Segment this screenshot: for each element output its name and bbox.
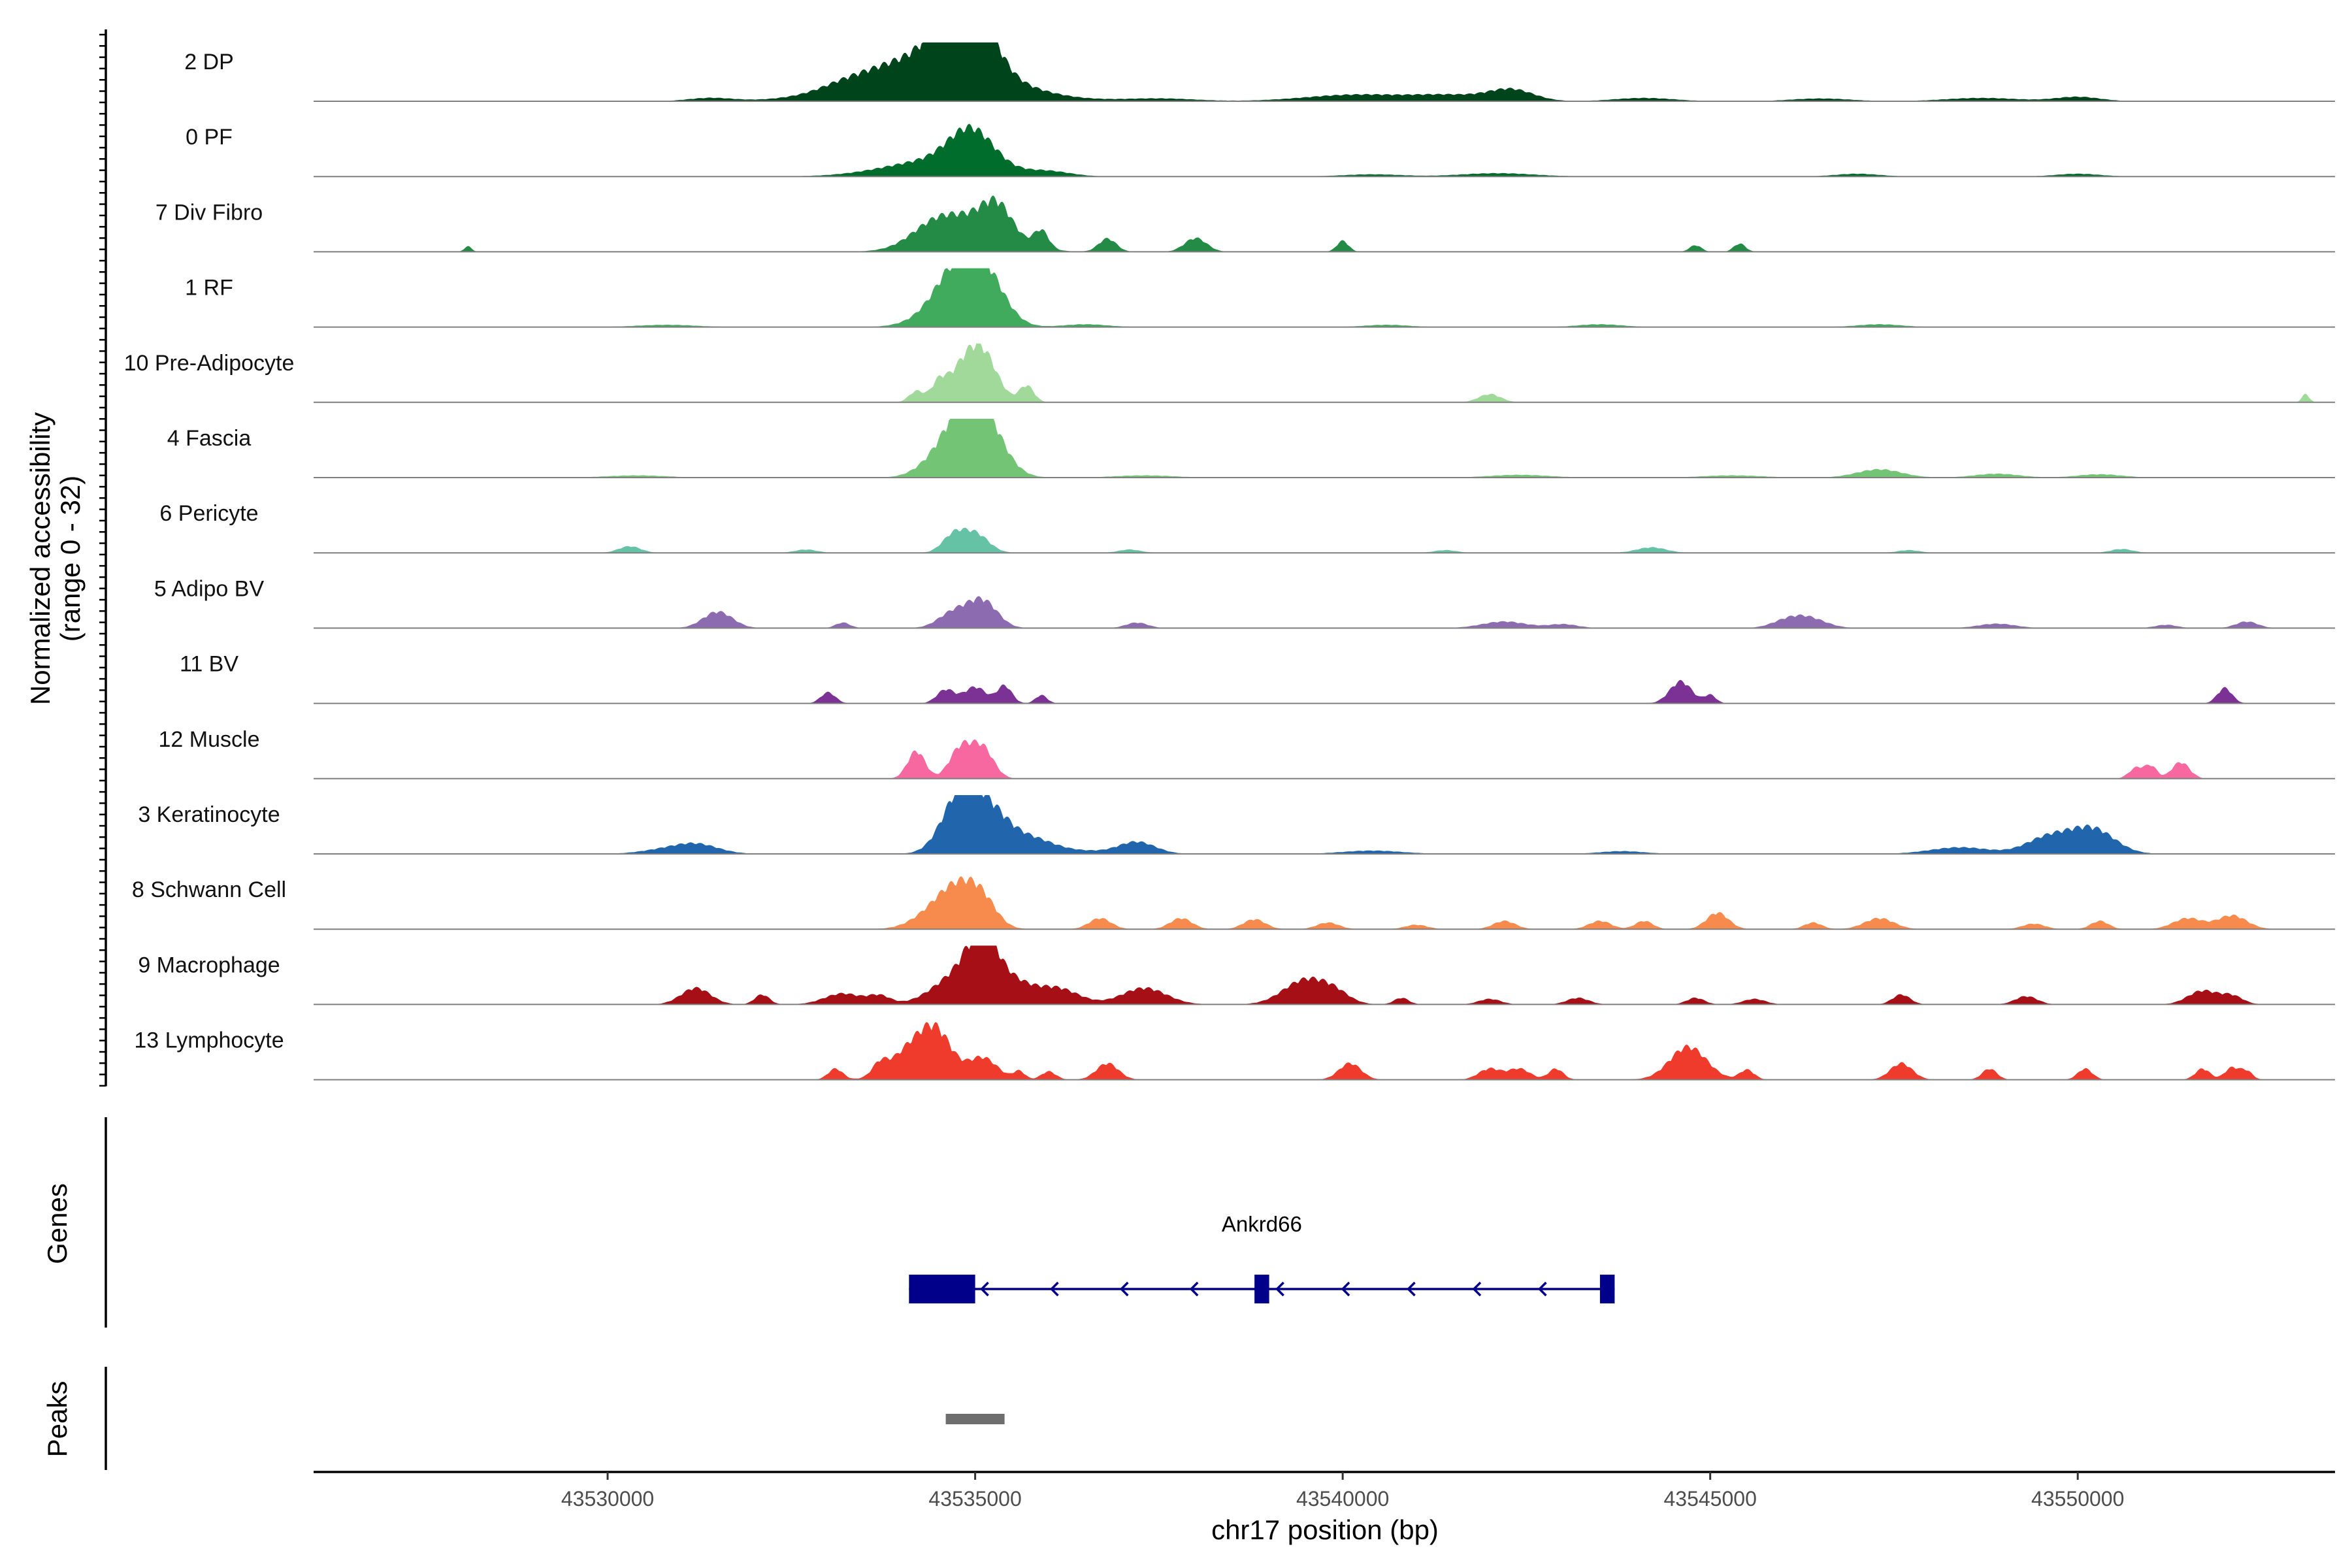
coverage-area: [314, 596, 2335, 629]
x-axis-title: chr17 position (bp): [1211, 1514, 1439, 1545]
coverage-area: [314, 123, 2335, 177]
track-3-keratinocyte: 3 Keratinocyte: [138, 795, 2335, 855]
strand-arrow: [1407, 1281, 1416, 1297]
x-axis-ticks: 43530000 43535000 43540000 43545000 43550000: [561, 1472, 2124, 1511]
x-tick-label: 43545000: [1663, 1487, 1756, 1511]
coverage-area: [314, 268, 2335, 327]
track-label: 10 Pre-Adipocyte: [124, 351, 295, 376]
strand-arrow: [1472, 1281, 1482, 1297]
track-5-adipo-bv: 5 Adipo BV: [154, 576, 2335, 629]
track-label: 2 DP: [184, 50, 234, 74]
x-tick-label: 43550000: [2031, 1487, 2124, 1511]
track-9-macrophage: 9 Macrophage: [138, 945, 2335, 1005]
track-8-schwann-cell: 8 Schwann Cell: [132, 876, 2335, 930]
track-1-rf: 1 RF: [185, 268, 2335, 328]
track-label: 11 BV: [180, 652, 238, 677]
coverage-area: [314, 42, 2335, 101]
strand-arrow: [1189, 1281, 1199, 1297]
track-label: 7 Div Fibro: [155, 200, 263, 225]
coverage-area: [314, 1022, 2335, 1080]
track-11-bv: 11 BV: [180, 652, 2335, 704]
coverage-area: [314, 195, 2335, 252]
coverage-area: [314, 739, 2335, 779]
coverage-area: [314, 343, 2335, 402]
strand-arrow: [1275, 1281, 1284, 1297]
y-axis-title-line1: Normalized accessibility: [25, 412, 56, 705]
track-label: 6 Pericyte: [159, 501, 258, 526]
track-label: 3 Keratinocyte: [138, 802, 280, 827]
gene-name-label: Ankrd66: [1222, 1212, 1302, 1236]
peaks-panel-title: Peaks: [42, 1381, 73, 1458]
coverage-area: [314, 527, 2335, 553]
track-13-lymphocyte: 13 Lymphocyte: [134, 1022, 2335, 1081]
y-axis-title-line2: (range 0 - 32): [55, 476, 86, 642]
track-label: 0 PF: [186, 125, 233, 150]
accessibility-tracks: 2 DP 0 PF 7 Div Fibro 1 RF 10 Pre-Adipocyte 4…: [124, 42, 2335, 1081]
peak-region: [945, 1414, 1005, 1424]
track-label: 4 Fascia: [167, 426, 252, 451]
track-label: 9 Macrophage: [138, 953, 280, 977]
gene-exon: [1254, 1275, 1269, 1303]
track-label: 5 Adipo BV: [154, 576, 265, 601]
track-4-fascia: 4 Fascia: [167, 419, 2335, 478]
track-7-div-fibro: 7 Div Fibro: [155, 195, 2335, 253]
strand-arrow: [1341, 1281, 1350, 1297]
gene-exon: [909, 1275, 975, 1303]
peak-track: [945, 1414, 1005, 1424]
gene-track: Ankrd66: [909, 1212, 1615, 1303]
x-tick-label: 43530000: [561, 1487, 654, 1511]
gene-exon: [1599, 1275, 1615, 1303]
accessibility-y-axis: [99, 29, 107, 1087]
track-12-muscle: 12 Muscle: [159, 727, 2335, 779]
track-10-pre-adipocyte: 10 Pre-Adipocyte: [124, 343, 2335, 403]
track-label: 12 Muscle: [159, 727, 260, 752]
track-0-pf: 0 PF: [186, 123, 2335, 178]
track-label: 8 Schwann Cell: [132, 877, 286, 902]
track-6-pericyte: 6 Pericyte: [159, 501, 2335, 554]
track-2-dp: 2 DP: [184, 42, 2335, 102]
track-label: 1 RF: [185, 276, 233, 301]
coverage-area: [314, 876, 2335, 930]
x-tick-label: 43540000: [1296, 1487, 1389, 1511]
strand-arrow: [1119, 1281, 1129, 1297]
track-label: 13 Lymphocyte: [134, 1028, 284, 1053]
strand-arrow: [1049, 1281, 1059, 1297]
strand-arrow: [980, 1281, 989, 1297]
coverage-area: [314, 419, 2335, 478]
strand-arrow: [1537, 1281, 1547, 1297]
x-tick-label: 43535000: [928, 1487, 1021, 1511]
coverage-area: [314, 945, 2335, 1005]
coverage-area: [314, 679, 2335, 704]
coverage-area: [314, 795, 2335, 854]
genes-panel-title: Genes: [42, 1183, 73, 1264]
